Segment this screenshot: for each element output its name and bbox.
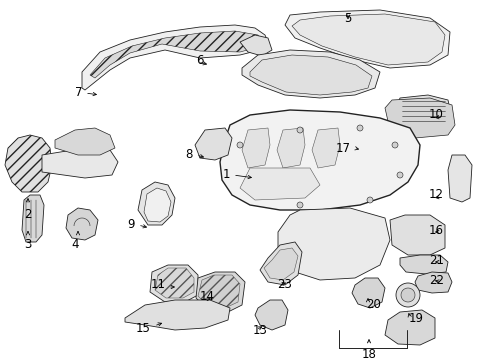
Polygon shape [138, 182, 175, 225]
Circle shape [296, 202, 303, 208]
Text: 22: 22 [428, 274, 443, 287]
Text: 13: 13 [252, 324, 267, 337]
Polygon shape [55, 128, 115, 155]
Polygon shape [90, 31, 262, 78]
Text: 7: 7 [74, 86, 82, 99]
Polygon shape [384, 98, 454, 138]
Polygon shape [260, 242, 302, 285]
Polygon shape [220, 110, 419, 210]
Text: 5: 5 [344, 12, 351, 25]
Text: 6: 6 [196, 54, 203, 67]
Polygon shape [240, 35, 271, 56]
Polygon shape [242, 50, 379, 98]
Polygon shape [351, 278, 384, 308]
Polygon shape [196, 272, 244, 312]
Polygon shape [395, 95, 451, 130]
Polygon shape [42, 148, 118, 178]
Text: 14: 14 [200, 291, 215, 303]
Circle shape [396, 172, 402, 178]
Polygon shape [384, 310, 434, 345]
Polygon shape [125, 300, 229, 330]
Text: 2: 2 [24, 208, 32, 221]
Circle shape [400, 288, 414, 302]
Polygon shape [66, 208, 98, 240]
Text: 23: 23 [276, 279, 291, 292]
Polygon shape [354, 132, 381, 152]
Polygon shape [276, 128, 305, 168]
Polygon shape [291, 14, 444, 65]
Text: 19: 19 [408, 311, 423, 324]
Polygon shape [155, 268, 194, 298]
Text: 12: 12 [428, 189, 443, 202]
Polygon shape [399, 255, 447, 274]
Polygon shape [150, 265, 198, 302]
Polygon shape [198, 275, 240, 308]
Circle shape [237, 142, 243, 148]
Text: 16: 16 [428, 224, 443, 237]
Polygon shape [389, 215, 444, 255]
Polygon shape [242, 128, 269, 168]
Text: 17: 17 [335, 141, 350, 154]
Text: 21: 21 [428, 253, 443, 266]
Text: 18: 18 [361, 348, 376, 360]
Text: 9: 9 [127, 219, 135, 231]
Polygon shape [447, 155, 471, 202]
Text: 15: 15 [136, 321, 151, 334]
Circle shape [366, 197, 372, 203]
Circle shape [356, 125, 362, 131]
Text: 4: 4 [71, 238, 79, 251]
Polygon shape [249, 55, 371, 95]
Polygon shape [264, 248, 297, 280]
Polygon shape [143, 188, 171, 222]
Polygon shape [22, 195, 44, 242]
Polygon shape [285, 10, 449, 68]
Text: 10: 10 [428, 108, 443, 122]
Text: 8: 8 [185, 148, 193, 162]
Text: 3: 3 [24, 238, 32, 251]
Text: 1: 1 [222, 168, 229, 181]
Text: 20: 20 [365, 298, 380, 311]
Circle shape [395, 283, 419, 307]
Polygon shape [278, 208, 389, 280]
Polygon shape [82, 25, 267, 90]
Circle shape [296, 127, 303, 133]
Polygon shape [240, 168, 319, 200]
Polygon shape [254, 300, 287, 330]
Text: 11: 11 [151, 279, 165, 292]
Polygon shape [311, 128, 339, 168]
Circle shape [391, 142, 397, 148]
Polygon shape [414, 272, 451, 293]
Polygon shape [195, 128, 231, 160]
Polygon shape [5, 135, 52, 192]
